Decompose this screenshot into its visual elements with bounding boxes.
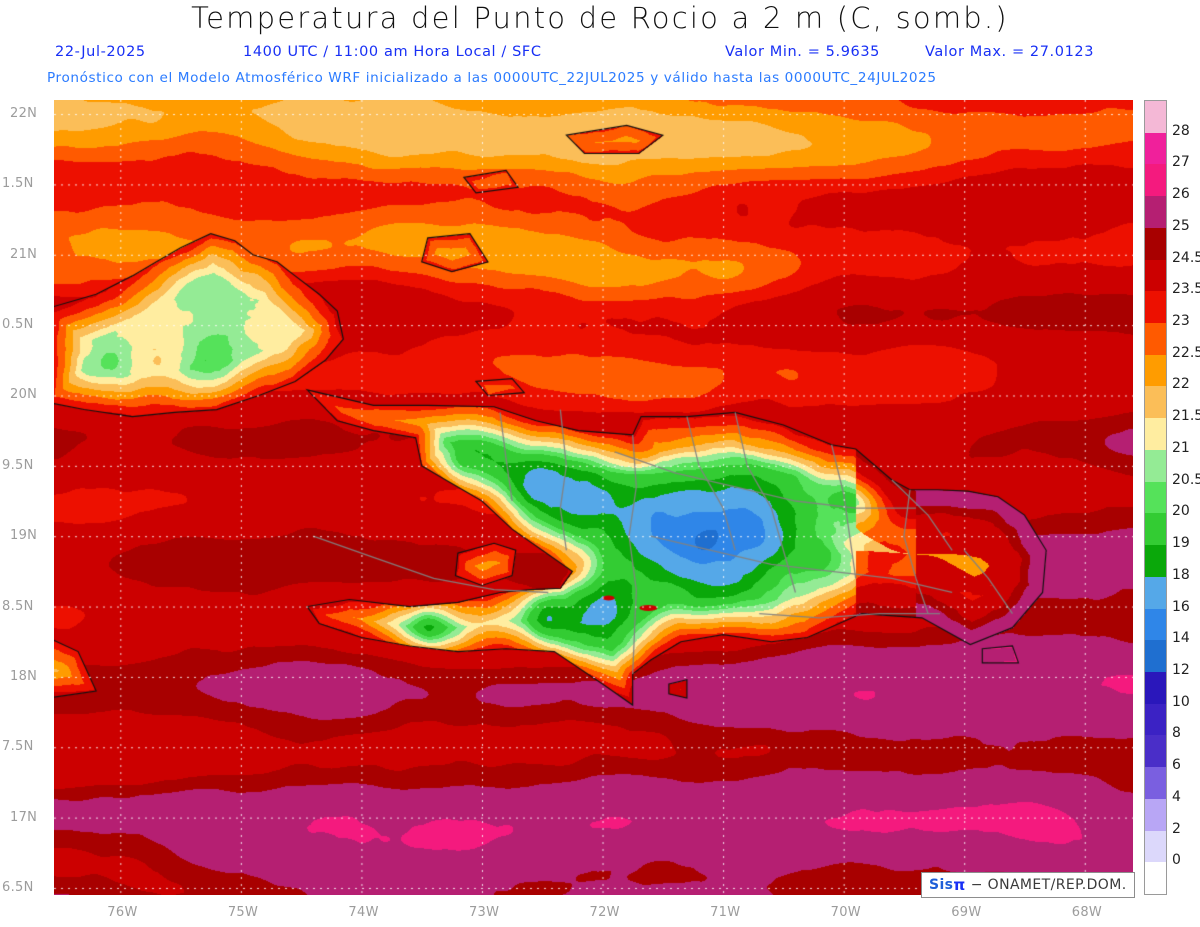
colorbar-swatch <box>1145 576 1166 610</box>
lat-tick: 0.5N <box>2 317 34 333</box>
colorbar-tick: 8 <box>1172 725 1181 742</box>
lat-tick: 22N <box>10 106 38 122</box>
lon-tick: 73W <box>468 905 500 920</box>
colorbar-swatch <box>1145 798 1166 832</box>
colorbar-tick: 2 <box>1172 820 1181 837</box>
colorbar-swatch <box>1145 418 1166 451</box>
colorbar-swatch <box>1145 513 1166 546</box>
lat-tick: 6.5N <box>2 879 34 895</box>
colorbar-swatch <box>1145 830 1166 863</box>
colorbar-swatch <box>1145 196 1166 229</box>
colorbar-tick: 21.5 <box>1172 408 1200 425</box>
colorbar-tick: 28 <box>1172 122 1190 139</box>
colorbar-swatch <box>1145 862 1166 895</box>
colorbar-tick: 27 <box>1172 154 1190 171</box>
colorbar-tick: 10 <box>1172 693 1190 710</box>
map-plot-area[interactable] <box>54 100 1133 895</box>
dewpoint-field-canvas <box>54 100 1133 895</box>
colorbar-tick: 20 <box>1172 503 1190 520</box>
colorbar-tick: 22.5 <box>1172 344 1200 361</box>
colorbar-swatch <box>1145 671 1166 705</box>
colorbar[interactable] <box>1144 100 1167 895</box>
colorbar-tick: 26 <box>1172 186 1190 203</box>
colorbar-tick: 22 <box>1172 376 1190 393</box>
lat-tick: 18N <box>10 668 38 684</box>
lat-tick: 19N <box>10 528 38 544</box>
colorbar-swatch <box>1145 164 1166 197</box>
value-min-label: Valor Min. = 5.9635 <box>725 44 880 60</box>
onamet-logo: Sis π − ONAMET/REP.DOM. <box>921 872 1135 898</box>
colorbar-swatch <box>1145 101 1166 134</box>
colorbar-tick: 20.5 <box>1172 471 1200 488</box>
colorbar-swatch <box>1145 259 1166 292</box>
colorbar-tick: 25 <box>1172 217 1190 234</box>
colorbar-swatch <box>1145 545 1166 578</box>
lat-tick: 20N <box>10 387 38 403</box>
logo-pi-icon: π <box>953 876 966 894</box>
colorbar-tick: 19 <box>1172 535 1190 552</box>
lon-tick: 76W <box>107 905 138 920</box>
colorbar-swatch <box>1145 449 1166 483</box>
lat-tick: 17N <box>10 809 38 825</box>
lon-tick: 74W <box>348 905 379 920</box>
colorbar-tick: 0 <box>1172 852 1181 869</box>
colorbar-swatch <box>1145 227 1166 261</box>
colorbar-swatch <box>1145 291 1166 324</box>
colorbar-swatch <box>1145 608 1166 641</box>
colorbar-swatch <box>1145 481 1166 514</box>
colorbar-swatch <box>1145 640 1166 673</box>
lon-tick: 71W <box>710 905 741 920</box>
colorbar-swatch <box>1145 386 1166 419</box>
lon-tick: 69W <box>951 905 982 920</box>
colorbar-swatch <box>1145 703 1166 736</box>
lat-tick: 7.5N <box>2 739 34 755</box>
colorbar-tick: 18 <box>1172 566 1190 583</box>
colorbar-tick: 24.5 <box>1172 249 1200 266</box>
colorbar-swatch <box>1145 735 1166 768</box>
lon-tick: 70W <box>830 905 861 920</box>
forecast-time: 1400 UTC / 11:00 am Hora Local / SFC <box>243 44 542 60</box>
lon-tick: 75W <box>227 905 259 920</box>
colorbar-tick: 6 <box>1172 757 1181 774</box>
lat-tick: 1.5N <box>2 176 34 192</box>
colorbar-tick: 14 <box>1172 630 1190 647</box>
lat-tick: 8.5N <box>2 598 34 614</box>
colorbar-tick: 23.5 <box>1172 281 1200 298</box>
lat-tick: 21N <box>10 246 38 262</box>
colorbar-tick: 4 <box>1172 788 1181 805</box>
lon-tick: 68W <box>1071 905 1103 920</box>
logo-sis-text: Sis <box>929 877 954 893</box>
header-info-line: 22-Jul-2025 1400 UTC / 11:00 am Hora Loc… <box>0 44 1200 64</box>
colorbar-tick: 21 <box>1172 439 1190 456</box>
lon-tick: 72W <box>589 905 620 920</box>
logo-agency-text: − ONAMET/REP.DOM. <box>970 877 1127 893</box>
colorbar-swatch <box>1145 354 1166 387</box>
colorbar-tick: 16 <box>1172 598 1190 615</box>
model-note-line: Pronóstico con el Modelo Atmosférico WRF… <box>0 70 1200 90</box>
colorbar-swatch <box>1145 132 1166 165</box>
forecast-note: Pronóstico con el Modelo Atmosférico WRF… <box>47 70 937 86</box>
lat-tick: 9.5N <box>2 457 34 473</box>
forecast-date: 22-Jul-2025 <box>55 44 146 60</box>
colorbar-tick: 12 <box>1172 661 1190 678</box>
page-title: Temperatura del Punto de Rocio a 2 m (C,… <box>191 1 1009 35</box>
colorbar-swatch <box>1145 323 1166 356</box>
colorbar-tick: 23 <box>1172 313 1190 330</box>
colorbar-swatch <box>1145 767 1166 800</box>
value-max-label: Valor Max. = 27.0123 <box>925 44 1095 60</box>
